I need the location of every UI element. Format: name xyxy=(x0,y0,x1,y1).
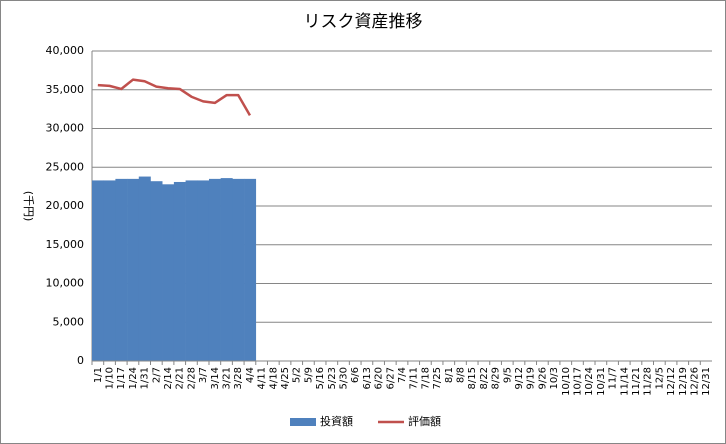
x-tick-label: 8/22 xyxy=(479,367,490,389)
x-tick-label: 1/17 xyxy=(116,367,127,389)
x-tick-label: 9/5 xyxy=(502,367,513,383)
y-tick-label: 5,000 xyxy=(53,315,85,328)
x-tick-label: 9/19 xyxy=(526,367,537,389)
bar xyxy=(185,180,198,361)
x-tick-label: 12/31 xyxy=(701,367,712,396)
x-tick-label: 1/10 xyxy=(105,367,116,389)
x-tick-label: 3/21 xyxy=(222,367,233,389)
x-tick-label: 8/8 xyxy=(455,367,466,383)
x-tick-label: 7/4 xyxy=(397,367,408,383)
bar xyxy=(208,178,221,361)
y-tick-label: 35,000 xyxy=(46,83,85,96)
x-tick-label: 11/7 xyxy=(608,367,619,389)
x-tick-label: 4/4 xyxy=(245,367,256,383)
x-tick-label: 1/24 xyxy=(128,367,139,389)
x-tick-label: 6/27 xyxy=(385,367,396,389)
x-tick-label: 4/11 xyxy=(257,367,268,389)
x-tick-label: 3/14 xyxy=(210,367,221,389)
chart-title: リスク資産推移 xyxy=(304,12,423,32)
x-tick-label: 2/7 xyxy=(151,367,162,383)
bar xyxy=(244,178,257,361)
bar xyxy=(197,180,210,361)
bar xyxy=(103,180,116,361)
x-tick-label: 1/1 xyxy=(93,367,104,383)
y-tick-label: 20,000 xyxy=(46,199,85,212)
x-tick-label: 10/3 xyxy=(549,367,560,389)
x-tick-label: 10/24 xyxy=(584,367,595,396)
x-tick-label: 10/10 xyxy=(561,367,572,396)
bar xyxy=(115,178,128,361)
y-tick-label: 25,000 xyxy=(46,160,85,173)
bar xyxy=(173,181,186,361)
x-tick-label: 7/18 xyxy=(420,367,431,389)
legend-label: 投資額 xyxy=(320,414,353,428)
x-tick-label: 5/23 xyxy=(327,367,338,389)
x-tick-label: 4/25 xyxy=(280,367,291,389)
x-tick-label: 11/14 xyxy=(619,367,630,396)
x-tick-label: 1/31 xyxy=(140,367,151,389)
x-tick-label: 7/25 xyxy=(432,367,443,389)
x-tick-label: 5/30 xyxy=(339,367,350,389)
x-tick-label: 3/7 xyxy=(198,367,209,383)
x-tick-label: 11/28 xyxy=(643,367,654,396)
y-tick-label: 30,000 xyxy=(46,122,85,135)
legend-label: 評価額 xyxy=(408,414,441,428)
x-tick-label: 12/26 xyxy=(689,367,700,396)
line xyxy=(97,78,252,116)
legend-swatch xyxy=(290,418,316,426)
bar xyxy=(138,176,151,361)
bar xyxy=(92,180,104,361)
x-tick-label: 8/15 xyxy=(467,367,478,389)
x-tick-label: 9/12 xyxy=(514,367,525,389)
x-tick-label: 8/29 xyxy=(491,367,502,389)
x-tick-label: 11/21 xyxy=(631,367,642,396)
x-tick-label: 12/12 xyxy=(666,367,677,396)
bar xyxy=(232,178,245,361)
x-tick-label: 12/5 xyxy=(654,367,665,389)
x-tick-label: 12/19 xyxy=(678,367,689,396)
bar xyxy=(162,184,175,361)
x-tick-label: 6/6 xyxy=(350,367,361,383)
x-tick-label: 8/1 xyxy=(444,367,455,383)
x-tick-label: 10/31 xyxy=(596,367,607,396)
x-tick-label: 10/17 xyxy=(572,367,583,396)
x-tick-label: 5/16 xyxy=(315,367,326,389)
x-tick-label: 2/28 xyxy=(186,367,197,389)
y-axis-label: (千円) xyxy=(22,191,35,222)
x-tick-label: 6/20 xyxy=(374,367,385,389)
x-tick-label: 3/28 xyxy=(233,367,244,389)
y-tick-label: 40,000 xyxy=(46,44,85,57)
x-tick-label: 6/13 xyxy=(362,367,373,389)
x-tick-label: 4/18 xyxy=(268,367,279,389)
bar xyxy=(150,181,163,361)
bar xyxy=(127,178,140,361)
y-tick-label: 0 xyxy=(77,354,84,367)
x-tick-label: 7/11 xyxy=(409,367,420,389)
y-tick-label: 15,000 xyxy=(46,238,85,251)
y-tick-label: 10,000 xyxy=(46,277,85,290)
x-tick-label: 2/21 xyxy=(175,367,186,389)
bar xyxy=(220,178,233,361)
x-tick-label: 2/14 xyxy=(163,367,174,389)
x-tick-label: 5/9 xyxy=(303,367,314,383)
x-tick-label: 9/26 xyxy=(537,367,548,389)
x-tick-label: 5/2 xyxy=(292,367,303,383)
